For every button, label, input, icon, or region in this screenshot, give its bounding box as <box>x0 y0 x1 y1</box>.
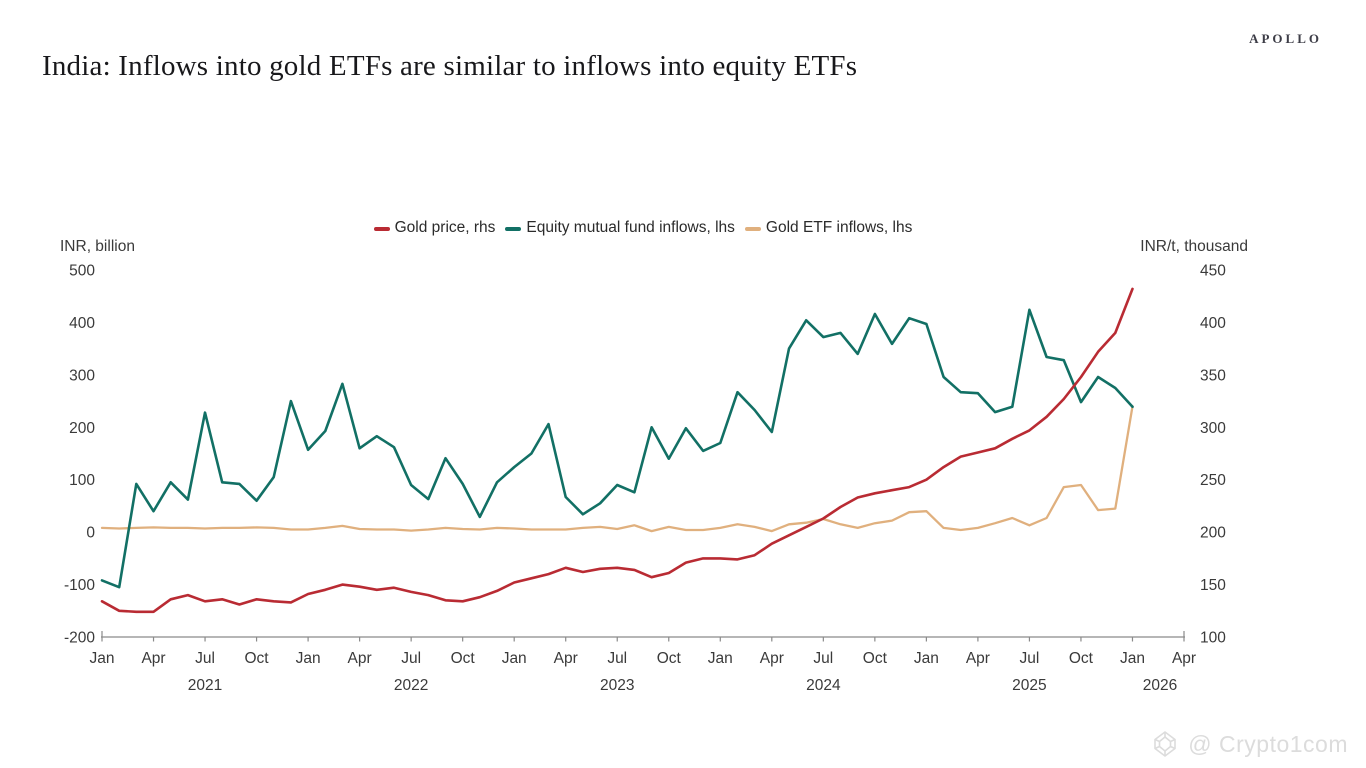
right-axis-tick-label: 350 <box>1200 367 1226 384</box>
x-year-label: 2022 <box>394 677 428 694</box>
x-year-label: 2024 <box>806 677 841 694</box>
x-tick-label: Jan <box>914 650 939 667</box>
x-tick-label: Jan <box>296 650 321 667</box>
x-tick-label: Oct <box>451 650 476 667</box>
x-tick-label: Jan <box>708 650 733 667</box>
x-year-label: 2023 <box>600 677 634 694</box>
x-year-label: 2021 <box>188 677 222 694</box>
left-axis-tick-label: 200 <box>69 420 95 437</box>
left-axis-tick-label: 0 <box>86 525 95 542</box>
right-axis-tick-label: 400 <box>1200 315 1226 332</box>
x-tick-label: Oct <box>245 650 270 667</box>
legend-item-gold-price: Gold price, rhs <box>373 219 496 237</box>
x-tick-label: Jul <box>401 650 421 667</box>
left-axis-tick-label: 100 <box>69 472 95 489</box>
legend-label: Gold ETF inflows, lhs <box>765 219 913 236</box>
gold-etf-swatch-icon <box>744 227 761 231</box>
legend-label: Gold price, rhs <box>394 219 496 236</box>
watermark-text: @ Crypto1com <box>1188 730 1348 757</box>
legend-label: Equity mutual fund inflows, lhs <box>526 219 735 236</box>
right-axis-tick-label: 200 <box>1200 525 1226 542</box>
left-axis-tick-label: -100 <box>64 577 95 594</box>
left-axis-tick-label: 500 <box>69 263 95 280</box>
x-tick-label: Apr <box>760 650 784 667</box>
x-tick-label: Apr <box>141 650 165 667</box>
x-tick-label: Jan <box>1120 650 1145 667</box>
chart-legend: Gold price, rhs Equity mutual fund inflo… <box>102 219 1184 237</box>
series-line-2 <box>100 405 1134 533</box>
legend-item-gold-etf-inflows: Gold ETF inflows, lhs <box>744 219 913 237</box>
x-tick-label: Apr <box>966 650 990 667</box>
right-axis-tick-label: 150 <box>1200 577 1226 594</box>
legend-item-equity-inflows: Equity mutual fund inflows, lhs <box>505 219 735 237</box>
x-tick-label: Apr <box>554 650 578 667</box>
left-axis-tick-label: 400 <box>69 315 95 332</box>
right-axis-tick-label: 250 <box>1200 472 1226 489</box>
left-axis-tick-label: 300 <box>69 367 95 384</box>
equity-inflows-swatch-icon <box>505 227 522 231</box>
x-year-label: 2026 <box>1143 677 1177 694</box>
x-tick-label: Apr <box>1172 650 1196 667</box>
x-tick-label: Jul <box>607 650 627 667</box>
x-tick-label: Oct <box>863 650 888 667</box>
right-axis-tick-label: 300 <box>1200 420 1226 437</box>
left-axis-tick-label: -200 <box>64 630 95 647</box>
apollo-logo: APOLLO <box>1249 31 1322 46</box>
series-line-1 <box>100 308 1134 589</box>
right-axis-title: INR/t, thousand <box>1140 238 1248 255</box>
x-tick-label: Jan <box>502 650 527 667</box>
page-title: India: Inflows into gold ETFs are simila… <box>42 50 858 82</box>
gold-price-swatch-icon <box>373 227 390 231</box>
right-axis-tick-label: 100 <box>1200 630 1226 647</box>
watermark: @ Crypto1com <box>1151 730 1348 758</box>
x-tick-label: Jul <box>195 650 215 667</box>
crypto-gem-icon <box>1154 731 1177 757</box>
x-tick-label: Apr <box>348 650 372 667</box>
x-tick-label: Jan <box>90 650 115 667</box>
x-tick-label: Oct <box>657 650 682 667</box>
x-tick-label: Jul <box>813 650 833 667</box>
x-tick-label: Jul <box>1020 650 1040 667</box>
right-axis-tick-label: 450 <box>1200 263 1226 280</box>
series-line-0 <box>100 287 1134 614</box>
x-tick-label: Oct <box>1069 650 1094 667</box>
left-axis-title: INR, billion <box>60 238 135 255</box>
x-year-label: 2025 <box>1012 677 1046 694</box>
